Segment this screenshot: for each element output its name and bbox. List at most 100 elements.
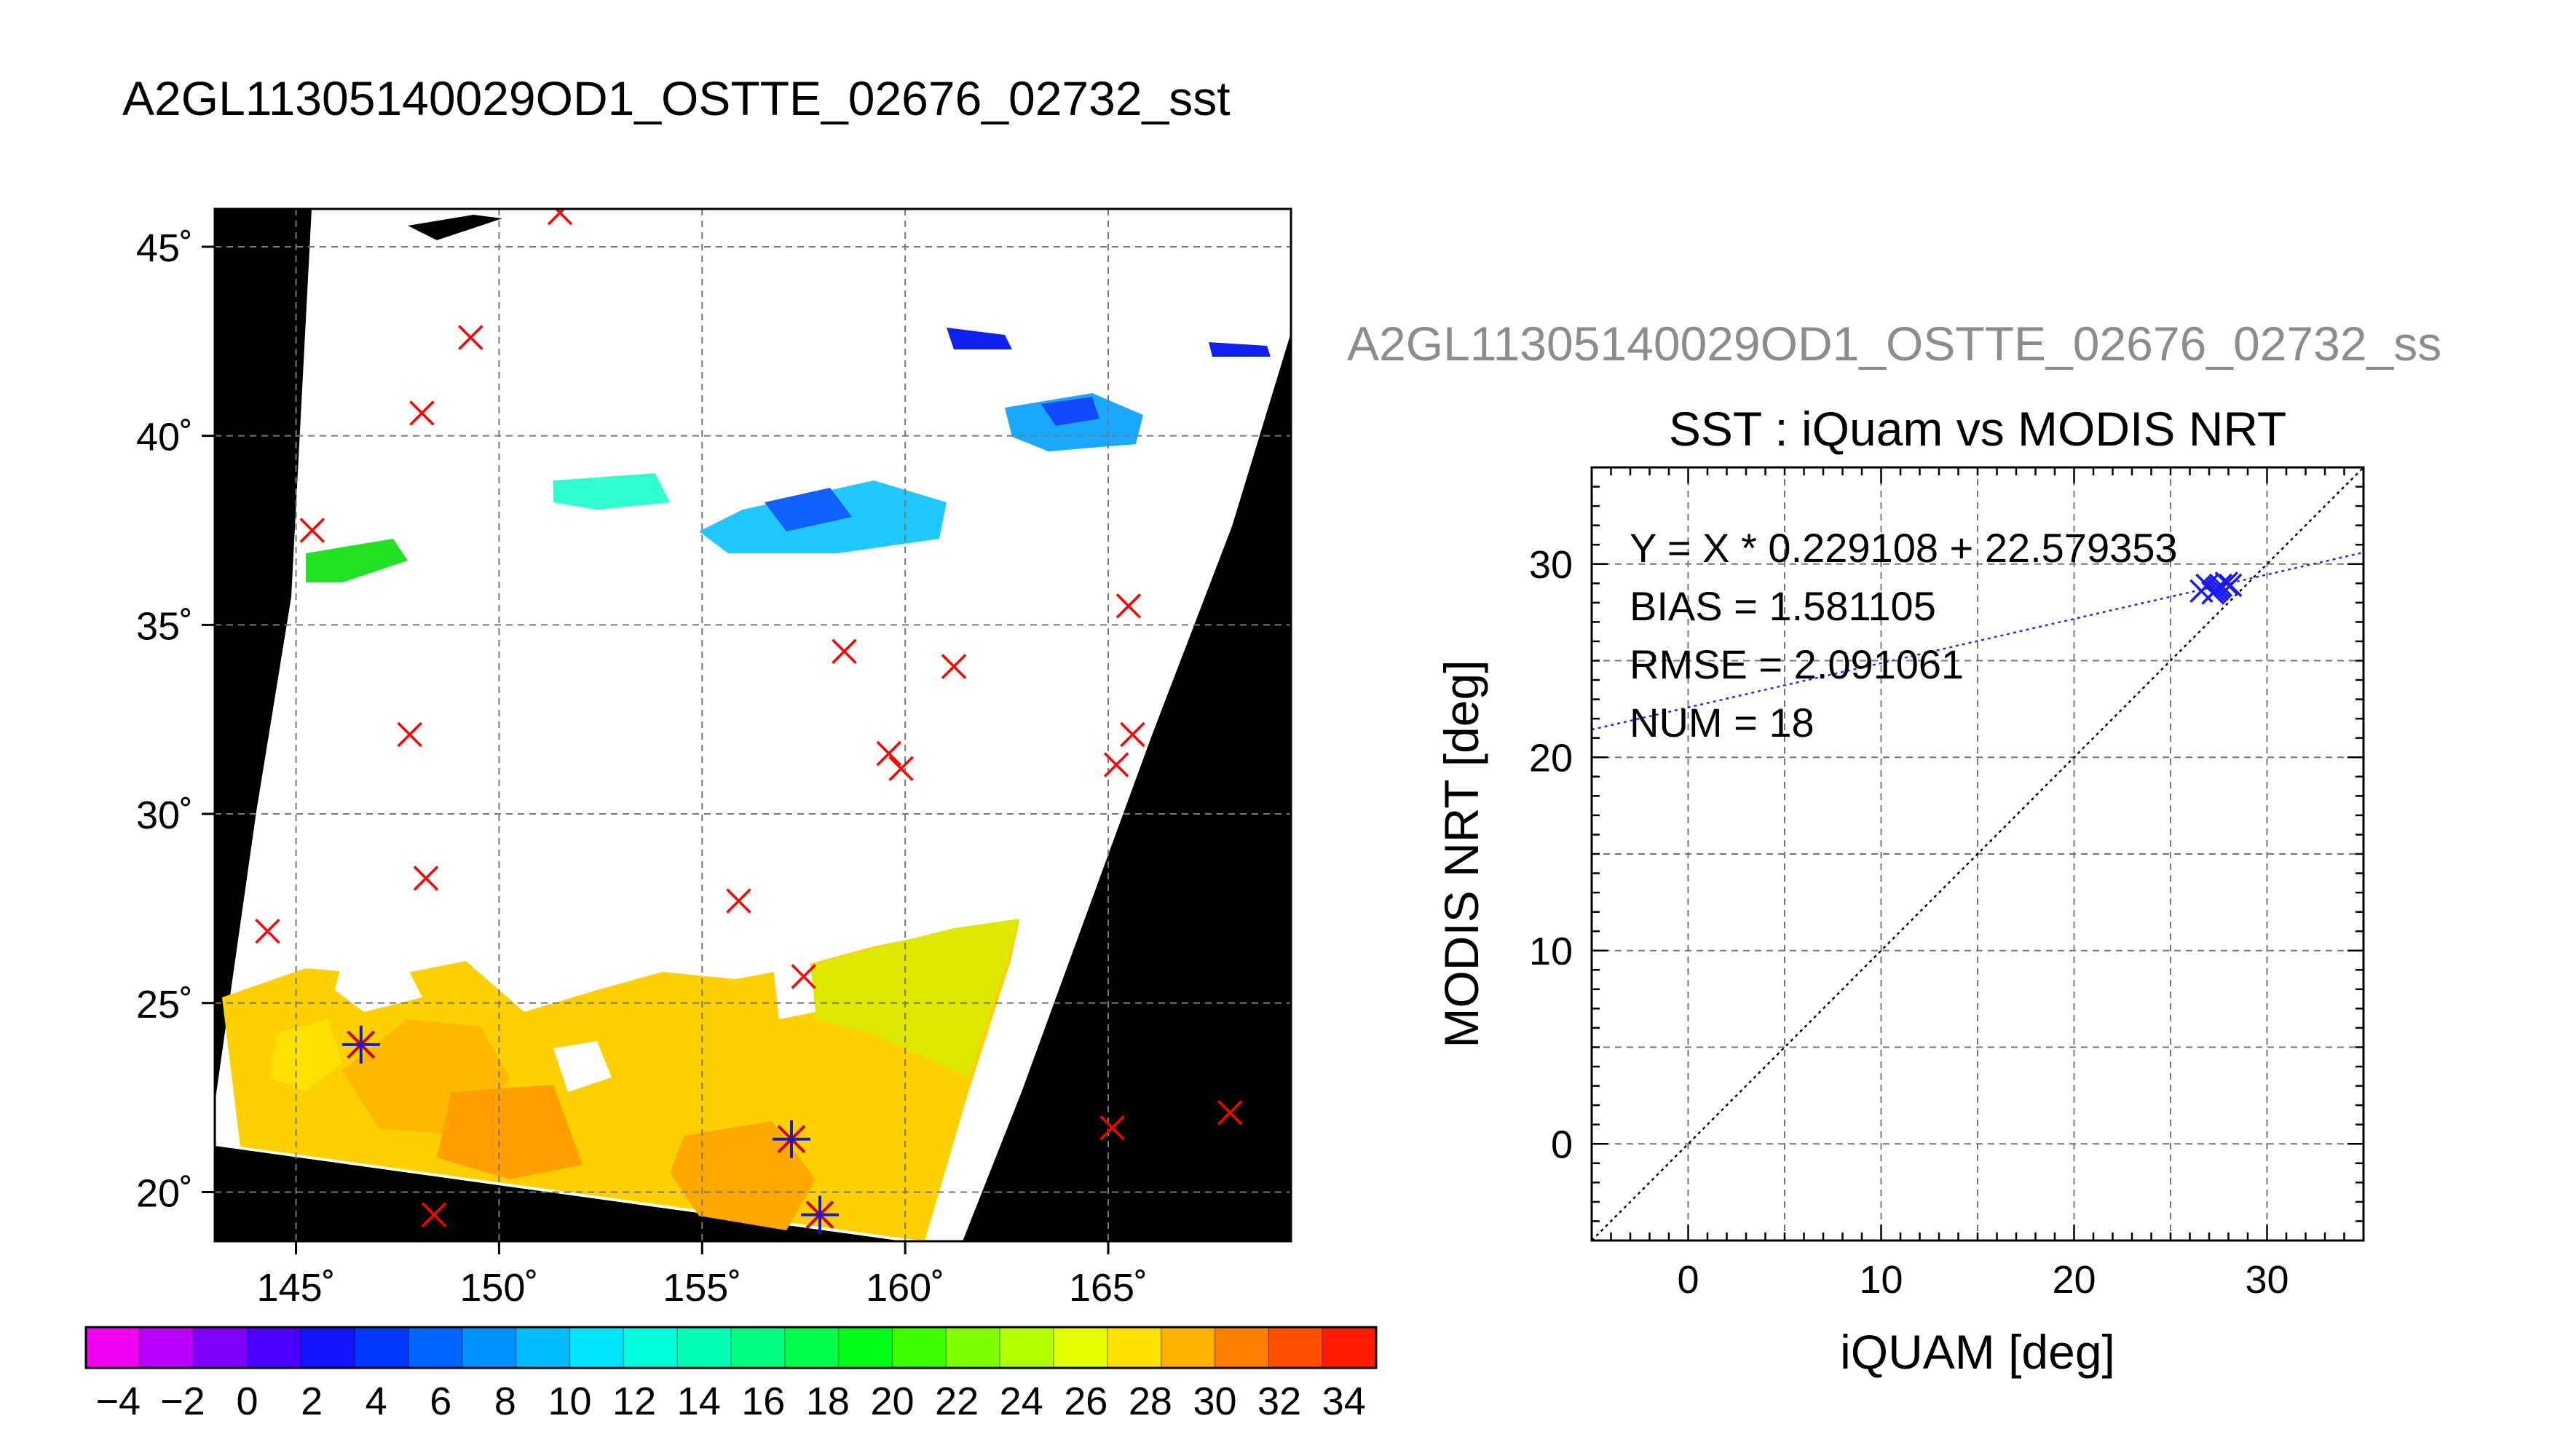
colorbar-tick-label: 8 bbox=[494, 1380, 516, 1423]
map-axes: 145˚ 150˚ 155˚ 160˚ 165˚ 20˚ 25˚ 30˚ 35˚ 40˚ 45˚ bbox=[136, 226, 1148, 1310]
stat-bias: BIAS = 1.581105 bbox=[1630, 583, 1936, 629]
colorbar-tick-label: 4 bbox=[366, 1380, 387, 1423]
colorbar-tick-label: 16 bbox=[741, 1380, 785, 1423]
map-lat-tick-label: 40˚ bbox=[136, 416, 193, 459]
map-lon-tick-label: 145˚ bbox=[257, 1266, 336, 1310]
marker-stroke bbox=[299, 518, 325, 543]
scatter-axes: 0 10 20 30 0 10 20 30 bbox=[1529, 467, 2364, 1302]
cool-sst-patch bbox=[306, 539, 408, 582]
marker-stroke bbox=[1103, 752, 1129, 778]
warm-sst-patch bbox=[670, 1121, 816, 1230]
one-to-one-line bbox=[1592, 467, 2364, 1241]
marker-stroke bbox=[726, 888, 751, 914]
colorbar-tick-label: 0 bbox=[236, 1380, 258, 1423]
colorbar-tick-label: 14 bbox=[677, 1380, 721, 1423]
map-rejected-point bbox=[1099, 1115, 1125, 1141]
cool-sst-patch bbox=[553, 473, 670, 510]
colorbar-swatch bbox=[355, 1327, 409, 1368]
scatter-x-tick-label: 0 bbox=[1677, 1258, 1699, 1302]
colorbar-swatch bbox=[569, 1327, 624, 1368]
scatter-x-tick-label: 20 bbox=[2052, 1258, 2096, 1302]
marker-stroke bbox=[876, 740, 902, 767]
map-matched-point bbox=[801, 1195, 840, 1234]
marker-stroke bbox=[1120, 721, 1145, 748]
colorbar-swatch bbox=[1000, 1327, 1054, 1368]
cloud-gap bbox=[772, 946, 816, 1019]
land-fragment bbox=[408, 215, 502, 240]
scatter-title: SST : iQuam vs MODIS NRT bbox=[1669, 402, 2286, 456]
colorbar-tick-label: 26 bbox=[1064, 1380, 1107, 1423]
map-lat-tick-label: 25˚ bbox=[136, 983, 193, 1026]
colorbar-tick-label: 10 bbox=[548, 1380, 591, 1423]
marker-stroke bbox=[832, 638, 857, 664]
colorbar-swatch bbox=[247, 1327, 301, 1368]
map-lat-tick-label: 45˚ bbox=[136, 226, 193, 270]
colorbar-swatch bbox=[139, 1327, 194, 1368]
marker-stroke bbox=[2214, 571, 2239, 596]
colorbar-swatch bbox=[193, 1327, 248, 1368]
colorbar-swatch bbox=[1054, 1327, 1108, 1368]
map-markers bbox=[255, 209, 1243, 1234]
colorbar-tick-label: 12 bbox=[612, 1380, 656, 1423]
scatter-y-tick-label: 0 bbox=[1551, 1123, 1573, 1166]
warm-sst-patch bbox=[269, 1019, 342, 1092]
scatter-y-tick-label: 20 bbox=[1529, 736, 1573, 780]
stat-num: NUM = 18 bbox=[1630, 700, 1814, 745]
colorbar-tick-label: 30 bbox=[1193, 1380, 1236, 1423]
cool-sst-patch bbox=[947, 328, 1012, 349]
regression-line bbox=[1592, 551, 2364, 731]
map-rejected-point bbox=[1120, 721, 1145, 748]
map-lon-tick-label: 155˚ bbox=[663, 1266, 741, 1310]
map-rejected-point bbox=[1115, 593, 1142, 619]
map-matched-point bbox=[341, 1025, 380, 1064]
map-rejected-point bbox=[941, 654, 967, 679]
colorbar-swatch bbox=[731, 1327, 786, 1368]
map-rejected-point bbox=[1103, 752, 1129, 778]
colorbar-tick-label: 22 bbox=[935, 1380, 979, 1423]
scatter-x-tick-label: 30 bbox=[2245, 1258, 2289, 1302]
colorbar-tick-label: −4 bbox=[96, 1380, 141, 1423]
cool-sst-patch bbox=[1041, 397, 1099, 426]
colorbar-tick-label: 18 bbox=[806, 1380, 850, 1423]
colorbar-swatch bbox=[1161, 1327, 1215, 1368]
marker-stroke bbox=[255, 918, 280, 944]
colorbar-swatch bbox=[301, 1327, 355, 1368]
colorbar-swatch bbox=[677, 1327, 732, 1368]
map-lon-tick-label: 160˚ bbox=[866, 1266, 944, 1310]
colorbar-swatch bbox=[1215, 1327, 1269, 1368]
marker-stroke bbox=[941, 654, 967, 679]
colorbar-swatch bbox=[838, 1327, 893, 1368]
marker-stroke bbox=[1217, 1100, 1243, 1125]
map-rejected-point bbox=[791, 964, 816, 989]
colorbar-swatch bbox=[86, 1327, 141, 1368]
map-lon-tick-label: 165˚ bbox=[1069, 1266, 1148, 1310]
map-rejected-point bbox=[397, 721, 422, 748]
colorbar-tick-label: −2 bbox=[160, 1380, 205, 1423]
scatter-ylabel: MODIS NRT [deg] bbox=[1434, 660, 1488, 1048]
stat-equation: Y = X * 0.229108 + 22.579353 bbox=[1630, 525, 2178, 571]
cool-sst-patch bbox=[1209, 342, 1271, 357]
colorbar-swatch bbox=[892, 1327, 947, 1368]
colorbar-tick-label: 20 bbox=[870, 1380, 914, 1423]
main-title: A2GL11305140029OD1_OSTTE_02676_02732_sst bbox=[122, 71, 1231, 125]
scatter-stats: Y = X * 0.229108 + 22.579353 BIAS = 1.58… bbox=[1630, 525, 2178, 745]
map-rejected-point bbox=[876, 740, 902, 767]
scatter-y-tick-label: 10 bbox=[1529, 930, 1573, 973]
colorbar-swatch bbox=[516, 1327, 570, 1368]
cloud-gap bbox=[335, 961, 422, 1012]
colorbar-swatch bbox=[1322, 1327, 1377, 1368]
colorbar-tick-label: 6 bbox=[430, 1380, 451, 1423]
cool-sst-patch bbox=[765, 488, 852, 531]
marker-stroke bbox=[409, 400, 435, 426]
scatter-xlabel: iQUAM [deg] bbox=[1840, 1325, 2115, 1379]
colorbar-tick-label: 24 bbox=[1000, 1380, 1043, 1423]
map-matched-point bbox=[772, 1120, 810, 1158]
scatter-plot: A2GL11305140029OD1_OSTTE_02676_02732_ss … bbox=[1347, 317, 2441, 1379]
marker-stroke bbox=[2207, 575, 2231, 599]
map-lat-tick-label: 30˚ bbox=[136, 794, 193, 837]
map-frame bbox=[213, 207, 1292, 1243]
colorbar-swatch bbox=[623, 1327, 678, 1368]
scatter-file-title: A2GL11305140029OD1_OSTTE_02676_02732_ss bbox=[1347, 317, 2441, 371]
colorbar-swatch bbox=[462, 1327, 517, 1368]
